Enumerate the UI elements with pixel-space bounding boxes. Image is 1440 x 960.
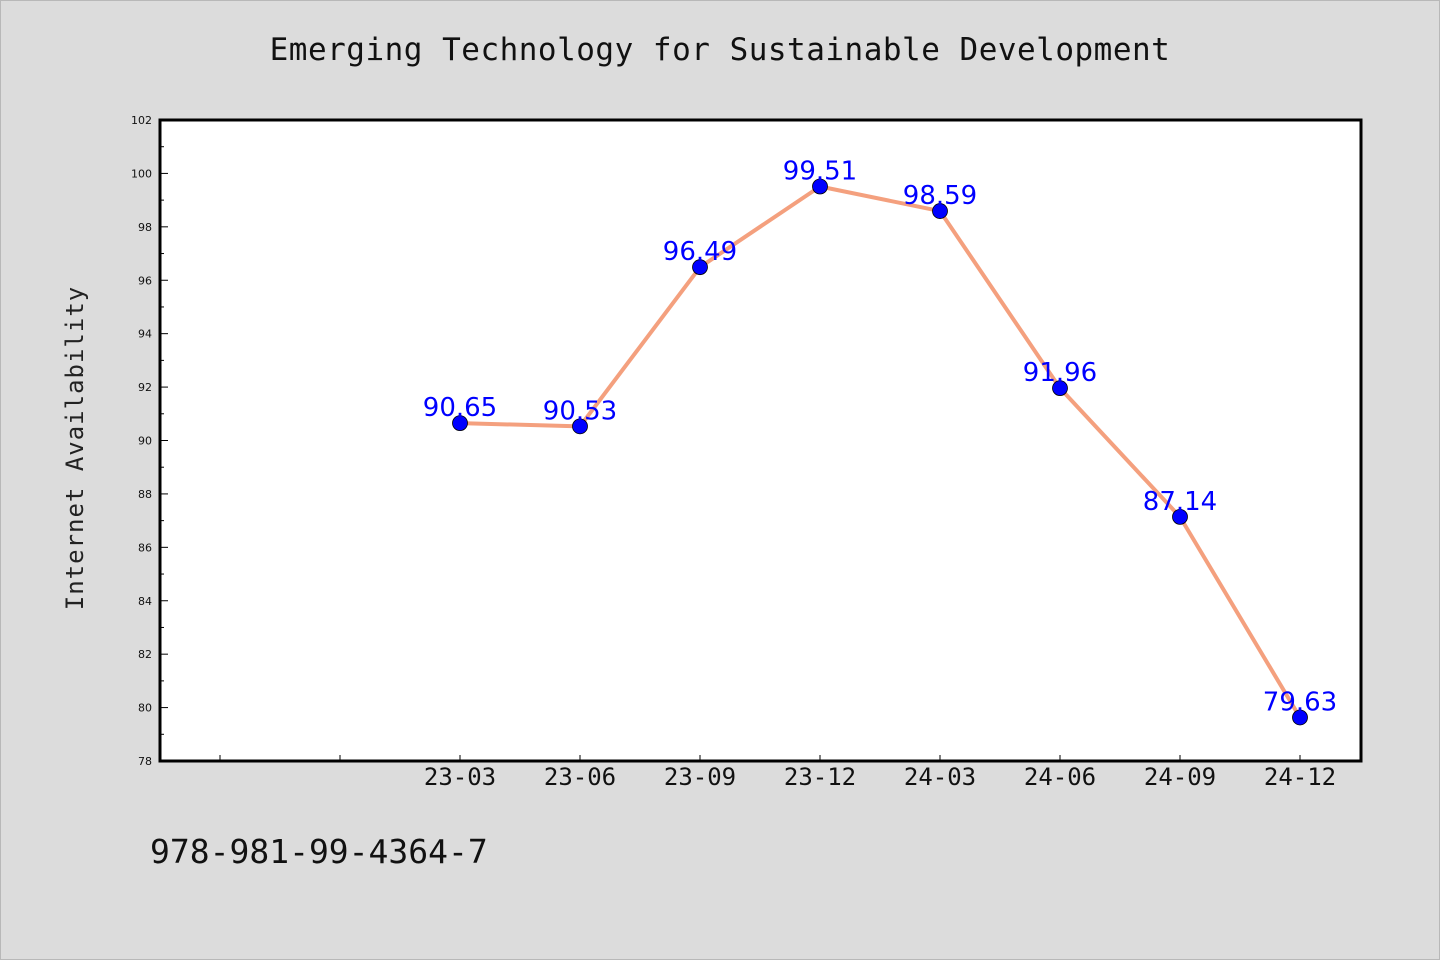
data-label: 79.63 bbox=[1263, 687, 1337, 717]
y-tick-label: 86 bbox=[138, 541, 152, 554]
data-point bbox=[452, 415, 468, 432]
x-axis: 23-03 23-06 23-09 23-12 24-03 24-06 24-09 24-12 bbox=[219, 755, 1336, 791]
y-tick-label: 88 bbox=[138, 488, 152, 501]
y-tick-label: 102 bbox=[131, 114, 152, 127]
data-point bbox=[1292, 709, 1308, 726]
y-tick-label: 80 bbox=[138, 702, 152, 715]
x-tick-label: 24-09 bbox=[1144, 763, 1216, 791]
data-label: 87.14 bbox=[1143, 487, 1217, 517]
data-label: 96.49 bbox=[663, 237, 737, 267]
y-tick-label: 98 bbox=[138, 221, 152, 234]
data-point bbox=[932, 203, 948, 219]
x-tick-label: 23-03 bbox=[424, 763, 496, 791]
data-point bbox=[1052, 380, 1068, 397]
x-tick-label: 23-06 bbox=[544, 763, 616, 791]
data-label: 91.96 bbox=[1023, 358, 1097, 388]
x-tick-label: 23-09 bbox=[664, 763, 736, 791]
series-line bbox=[459, 184, 1302, 719]
data-point bbox=[572, 418, 588, 435]
data-labels: 90.65 90.53 96.49 99.51 98.59 91.96 87.14 79.63 bbox=[423, 157, 1337, 718]
data-point bbox=[1172, 508, 1188, 525]
plot-area bbox=[158, 118, 1363, 763]
series-lines bbox=[459, 184, 1302, 719]
data-point bbox=[812, 178, 828, 195]
y-tick-label: 96 bbox=[138, 274, 152, 287]
x-tick-label: 24-06 bbox=[1024, 763, 1096, 791]
x-tick-label: 24-12 bbox=[1264, 763, 1336, 791]
footer-code: 978-981-99-4364-7 bbox=[150, 832, 488, 871]
y-tick-label: 100 bbox=[131, 167, 152, 180]
data-label: 90.53 bbox=[543, 396, 617, 426]
y-tick-label: 78 bbox=[138, 755, 152, 768]
y-tick-label: 82 bbox=[138, 648, 152, 661]
data-label: 90.65 bbox=[423, 393, 497, 423]
x-tick-label: 24-03 bbox=[904, 763, 976, 791]
data-label: 98.59 bbox=[903, 181, 977, 211]
data-label: 99.51 bbox=[783, 157, 857, 187]
y-tick-label: 92 bbox=[138, 381, 152, 394]
x-tick-label: 23-12 bbox=[784, 763, 856, 791]
markers bbox=[452, 178, 1308, 726]
data-point bbox=[692, 259, 708, 276]
y-tick-label: 84 bbox=[138, 595, 152, 608]
y-tick-label: 90 bbox=[138, 435, 152, 448]
y-axis: 78 80 82 84 86 88 90 92 94 96 98 100 102 bbox=[131, 114, 168, 768]
chart-title: Emerging Technology for Sustainable Deve… bbox=[269, 32, 1171, 68]
y-tick-label: 94 bbox=[138, 328, 152, 341]
